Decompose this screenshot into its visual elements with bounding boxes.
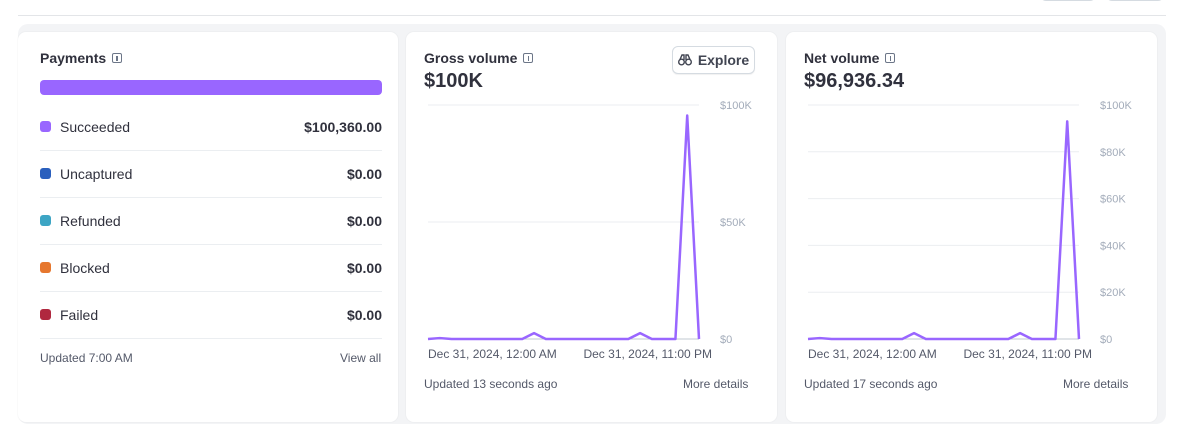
net-y-tick-label: $20K <box>1100 287 1126 299</box>
payment-row-succeeded[interactable]: Succeeded $100,360.00 <box>40 103 382 150</box>
gross-y-tick-label: $100K <box>720 100 752 112</box>
status-color-swatch <box>40 168 51 179</box>
gross-series-line[interactable] <box>427 114 701 341</box>
toolbar-button-left[interactable] <box>1040 0 1096 1</box>
payment-status-label: Succeeded <box>60 118 131 135</box>
row-divider <box>40 291 382 292</box>
gross-title-group: Gross volume <box>424 50 534 66</box>
net-volume-chart[interactable]: $100K $80K $60K $40K $20K $0 Dec 31, 2024, 12:… <box>786 32 1157 382</box>
payment-row-blocked[interactable]: Blocked $0.00 <box>40 244 382 291</box>
net-value: $96,936.34 <box>804 70 905 92</box>
payment-amount: $0.00 <box>346 212 382 229</box>
net-x-tick-label: Dec 31, 2024, 12:00 AM <box>808 347 937 361</box>
net-y-tick-label: $0 <box>1100 334 1112 346</box>
payments-card: Payments Updated 7:00 AM View all Succee… <box>18 32 398 422</box>
payments-updated: Updated 7:00 AM <box>40 351 133 365</box>
payment-status-label: Uncaptured <box>60 165 133 182</box>
gross-volume-card: Gross volume $100K Explore $100K $50K $0 De… <box>406 32 777 422</box>
payment-row-refunded[interactable]: Refunded $0.00 <box>40 197 382 244</box>
status-color-swatch <box>40 215 51 226</box>
net-y-tick-label: $60K <box>1100 194 1126 206</box>
payments-title: Payments <box>40 50 107 66</box>
explore-label: Explore <box>697 52 750 68</box>
gross-volume-chart[interactable]: $100K $50K $0 Dec 31, 2024, 12:00 AM Dec 31,… <box>406 32 777 382</box>
net-series-line[interactable] <box>807 120 1081 341</box>
net-title: Net volume <box>804 50 880 66</box>
toolbar-button-right[interactable] <box>1106 0 1164 1</box>
status-color-swatch <box>40 121 51 132</box>
net-x-tick-label: Dec 31, 2024, 11:00 PM <box>963 347 1092 361</box>
row-divider <box>40 338 382 339</box>
payment-amount: $100,360.00 <box>304 118 382 135</box>
gross-title: Gross volume <box>424 50 518 66</box>
payments-title-group: Payments <box>40 50 123 66</box>
payment-row-failed[interactable]: Failed $0.00 <box>40 291 382 338</box>
info-icon[interactable] <box>523 53 534 63</box>
net-volume-card: Net volume $96,936.34 $100K $80K $60K $40K $… <box>786 32 1157 422</box>
row-divider <box>40 197 382 198</box>
payment-amount: $0.00 <box>346 165 382 182</box>
net-more-details-link[interactable]: More details <box>1063 377 1129 391</box>
payment-status-label: Failed <box>60 306 99 323</box>
info-icon[interactable] <box>112 53 123 63</box>
row-divider <box>40 244 382 245</box>
info-icon[interactable] <box>885 53 896 63</box>
payments-breakdown-bar <box>40 80 382 95</box>
view-all-link[interactable]: View all <box>340 351 382 365</box>
net-y-tick-label: $40K <box>1100 240 1126 252</box>
net-title-group: Net volume <box>804 50 896 66</box>
gross-x-tick-label: Dec 31, 2024, 12:00 AM <box>428 347 557 361</box>
payment-amount: $0.00 <box>346 259 382 276</box>
gross-y-tick-label: $50K <box>720 217 746 229</box>
net-y-tick-label: $100K <box>1100 100 1132 112</box>
status-color-swatch <box>40 262 51 273</box>
gross-updated: Updated 13 seconds ago <box>424 377 558 391</box>
payment-row-uncaptured[interactable]: Uncaptured $0.00 <box>40 150 382 197</box>
explore-button[interactable]: Explore <box>672 46 755 74</box>
payment-status-label: Blocked <box>60 259 110 276</box>
row-divider <box>40 150 382 151</box>
status-color-swatch <box>40 309 51 320</box>
divider <box>18 15 1166 16</box>
payment-amount: $0.00 <box>346 306 382 323</box>
gross-x-tick-label: Dec 31, 2024, 11:00 PM <box>583 347 712 361</box>
binoculars-icon <box>677 54 692 66</box>
gross-y-tick-label: $0 <box>720 334 732 346</box>
net-updated: Updated 17 seconds ago <box>804 377 938 391</box>
gross-more-details-link[interactable]: More details <box>683 377 749 391</box>
net-y-tick-label: $80K <box>1100 147 1126 159</box>
gross-value: $100K <box>424 70 483 92</box>
payment-status-label: Refunded <box>60 212 121 229</box>
